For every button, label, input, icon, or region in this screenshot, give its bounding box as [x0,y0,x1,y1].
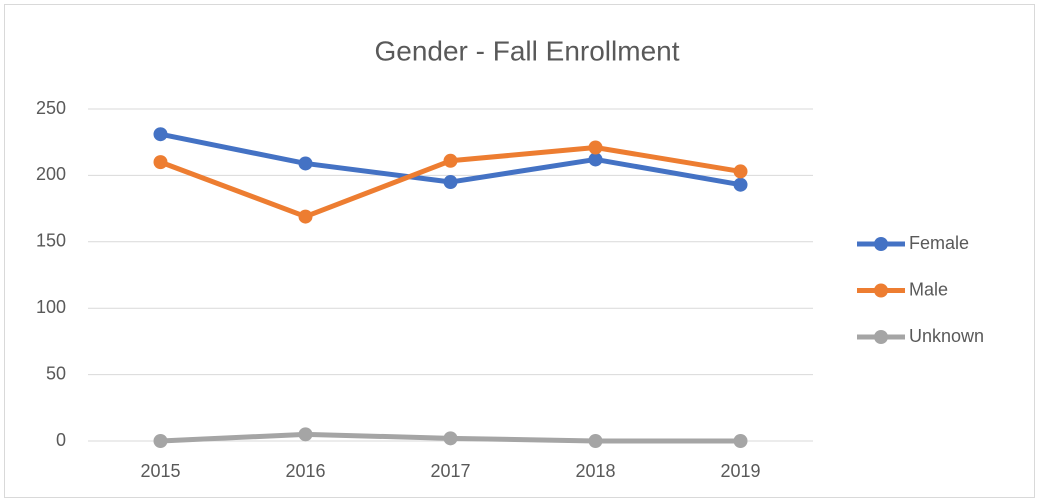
legend-label: Male [909,279,948,299]
data-point [733,164,748,179]
data-point [733,177,748,192]
data-point [733,434,748,448]
data-point [298,156,313,171]
data-point [298,209,313,224]
data-point [153,127,168,142]
y-tick-label: 50 [46,363,66,383]
data-point [443,153,458,168]
chart-title: Gender - Fall Enrollment [374,35,679,66]
y-tick-label: 200 [36,164,66,184]
data-point [153,155,168,170]
y-tick-label: 250 [36,98,66,118]
data-point [443,175,458,190]
legend-label: Unknown [909,326,984,346]
y-tick-label: 100 [36,297,66,317]
x-tick-label: 2015 [140,461,180,481]
x-tick-label: 2017 [430,461,470,481]
x-tick-label: 2019 [720,461,760,481]
data-point [443,431,458,446]
legend-label: Female [909,233,969,253]
data-point [153,434,168,448]
legend-marker [874,237,888,251]
y-tick-label: 150 [36,231,66,251]
data-point [588,434,603,448]
x-tick-label: 2016 [285,461,325,481]
x-tick-label: 2018 [575,461,615,481]
legend-marker [874,283,888,298]
legend-marker [874,330,888,344]
data-point [588,152,603,167]
y-tick-label: 0 [56,430,66,450]
data-point [588,140,603,155]
data-point [298,427,313,442]
chart-border [4,4,1035,498]
